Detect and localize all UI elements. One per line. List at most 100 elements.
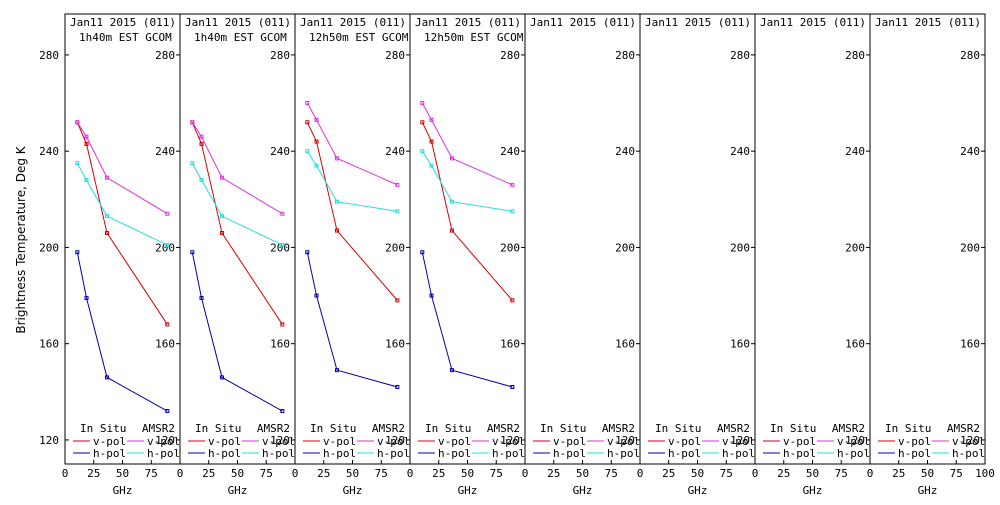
data-point-amsr2_hpol: [314, 163, 319, 168]
data-point-amsr2_hpol: [449, 199, 454, 204]
legend-amsr2-vpol-label: v-pol: [952, 435, 985, 448]
data-point-amsr2_vpol: [334, 156, 339, 161]
y-tick-label: 200: [730, 241, 750, 254]
x-axis-label: GHz: [113, 484, 133, 497]
series-line-amsr2_vpol: [191, 122, 283, 215]
panel-frame: [64, 13, 181, 465]
x-tick-label: 0: [177, 467, 184, 480]
legend-insitu-title: In Situ: [885, 422, 931, 435]
x-tick-label: 75: [490, 467, 503, 480]
data-point-amsr2_vpol: [420, 101, 425, 106]
y-tick-label: 120: [270, 434, 290, 447]
y-tick-label: 120: [385, 434, 405, 447]
data-point-insitu_hpol: [104, 375, 109, 380]
y-tick-label: 160: [500, 338, 520, 351]
y-tick-label: 200: [500, 241, 520, 254]
x-tick-label: 0: [752, 467, 759, 480]
y-tick-label: 120: [500, 434, 520, 447]
y-tick-label: 240: [960, 145, 980, 158]
series-line-insitu_hpol: [306, 252, 398, 388]
data-point-amsr2_vpol: [449, 156, 454, 161]
data-point-insitu_hpol: [75, 250, 80, 255]
data-point-amsr2_hpol: [199, 178, 204, 183]
y-tick-label: 160: [615, 338, 635, 351]
panel-frame: [524, 13, 641, 465]
legend-insitu-title: In Situ: [310, 422, 356, 435]
panel-subtitle: 12h50m EST GCOM: [309, 31, 409, 44]
x-tick-label: 0: [522, 467, 529, 480]
data-point-amsr2_hpol: [420, 149, 425, 154]
x-tick-label: 50: [346, 467, 359, 480]
y-tick-label: 280: [845, 49, 865, 62]
data-point-insitu_vpol: [199, 141, 204, 146]
panel-frame: [869, 13, 986, 465]
y-tick-label: 280: [500, 49, 520, 62]
x-tick-label: 75: [375, 467, 388, 480]
panel-frame: [754, 13, 871, 465]
y-tick-label: 120: [845, 434, 865, 447]
legend-amsr2-title: AMSR2: [947, 422, 980, 435]
legend-amsr2-hpol-label: h-pol: [722, 447, 755, 460]
data-point-insitu_vpol: [84, 141, 89, 146]
data-point-amsr2_hpol: [334, 199, 339, 204]
data-point-amsr2_hpol: [104, 214, 109, 219]
legend-amsr2-title: AMSR2: [832, 422, 865, 435]
legend-insitu-vpol-label: v-pol: [783, 435, 816, 448]
x-tick-label: 0: [292, 467, 299, 480]
data-point-amsr2_vpol: [104, 175, 109, 180]
data-point-amsr2_hpol: [280, 243, 285, 248]
legend-amsr2-vpol-label: v-pol: [147, 435, 180, 448]
x-tick-label: 25: [547, 467, 560, 480]
legend-insitu-vpol-label: v-pol: [93, 435, 126, 448]
data-point-amsr2_hpol: [305, 149, 310, 154]
panel-title: Jan11 2015 (011): [875, 16, 981, 29]
data-point-amsr2_hpol: [165, 243, 170, 248]
x-tick-label: 75: [605, 467, 618, 480]
legend-insitu-hpol-label: h-pol: [208, 447, 241, 460]
x-tick-label: 0: [62, 467, 69, 480]
y-tick-label: 160: [385, 338, 405, 351]
legend-insitu-title: In Situ: [195, 422, 241, 435]
y-axis-label: Brightness Temperature, Deg K: [14, 145, 28, 333]
panel-title: Jan11 2015 (011): [530, 16, 636, 29]
x-tick-label: 75: [145, 467, 158, 480]
y-tick-label: 240: [730, 145, 750, 158]
x-tick-label: 50: [806, 467, 819, 480]
data-point-insitu_vpol: [314, 139, 319, 144]
data-point-insitu_hpol: [305, 250, 310, 255]
y-tick-label: 280: [730, 49, 750, 62]
data-point-insitu_vpol: [510, 298, 515, 303]
legend-insitu-vpol-label: v-pol: [668, 435, 701, 448]
y-tick-label-left: 120: [39, 434, 59, 447]
legend-insitu-hpol-label: h-pol: [783, 447, 816, 460]
series-line-amsr2_hpol: [421, 150, 513, 212]
legend-insitu-vpol-label: v-pol: [898, 435, 931, 448]
legend-insitu-title: In Situ: [425, 422, 471, 435]
panel-title: Jan11 2015 (011): [185, 16, 291, 29]
legend-amsr2-title: AMSR2: [257, 422, 290, 435]
data-point-amsr2_hpol: [510, 209, 515, 214]
x-axis-label: GHz: [918, 484, 938, 497]
y-tick-label: 160: [270, 338, 290, 351]
series-line-insitu_hpol: [191, 252, 283, 412]
data-point-amsr2_vpol: [510, 182, 515, 187]
x-tick-label: 25: [432, 467, 445, 480]
series-line-amsr2_vpol: [421, 102, 513, 186]
y-tick-label: 160: [960, 338, 980, 351]
x-tick-label: 50: [116, 467, 129, 480]
y-tick-label: 120: [730, 434, 750, 447]
panel-title: Jan11 2015 (011): [70, 16, 176, 29]
data-point-insitu_hpol: [314, 293, 319, 298]
legend-insitu-hpol-label: h-pol: [553, 447, 586, 460]
legend-amsr2-hpol-label: h-pol: [492, 447, 525, 460]
data-point-amsr2_vpol: [84, 134, 89, 139]
y-tick-label: 240: [385, 145, 405, 158]
data-point-amsr2_vpol: [280, 211, 285, 216]
series-line-insitu_vpol: [306, 122, 398, 301]
data-point-insitu_hpol: [395, 384, 400, 389]
x-tick-label: 25: [662, 467, 675, 480]
panel-frame: [294, 13, 411, 465]
y-tick-label: 200: [385, 241, 405, 254]
